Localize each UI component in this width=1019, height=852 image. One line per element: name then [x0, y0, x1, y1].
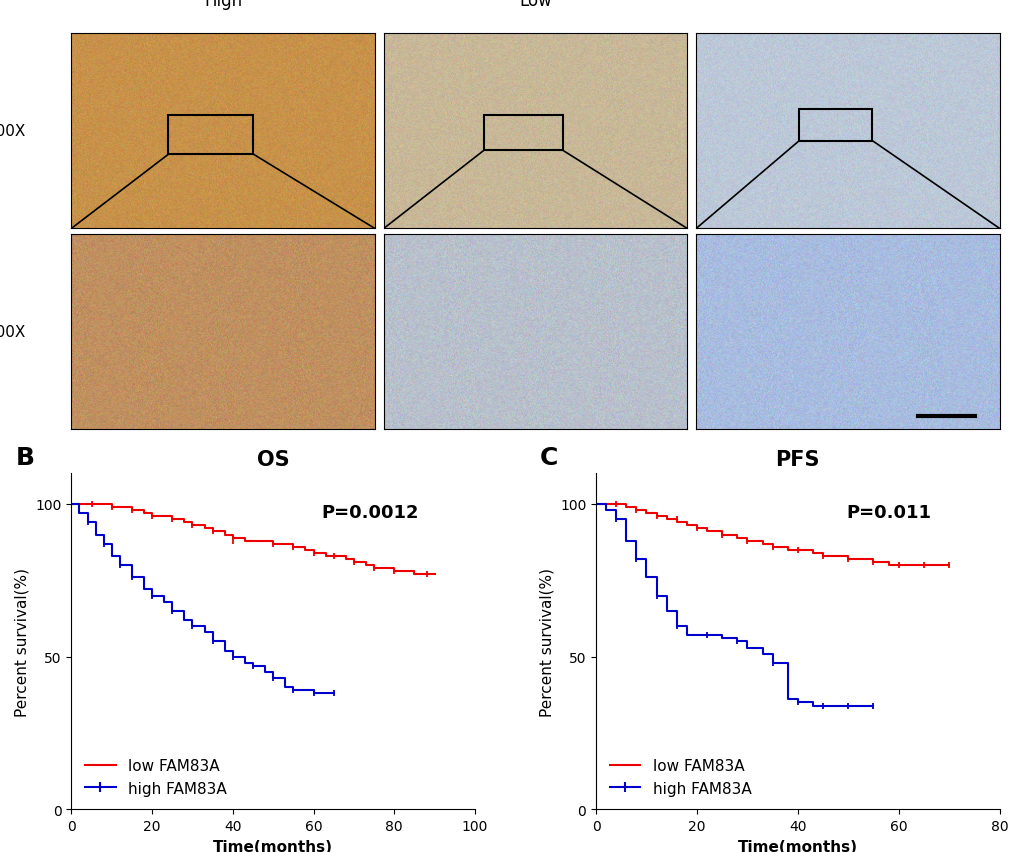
- Text: P=0.011: P=0.011: [846, 504, 930, 521]
- Y-axis label: Percent survival(%): Percent survival(%): [14, 567, 30, 716]
- Legend: low FAM83A, high FAM83A: low FAM83A, high FAM83A: [603, 752, 757, 802]
- Text: High: High: [204, 0, 242, 10]
- Text: B: B: [15, 446, 35, 469]
- X-axis label: Time(months): Time(months): [213, 838, 333, 852]
- X-axis label: Time(months): Time(months): [737, 838, 857, 852]
- Text: Low: Low: [519, 0, 551, 10]
- Text: 100X: 100X: [0, 124, 25, 139]
- Bar: [168, 116, 253, 155]
- Text: 400X: 400X: [0, 325, 25, 340]
- Title: PFS: PFS: [774, 450, 819, 469]
- Bar: [483, 116, 562, 151]
- Bar: [799, 110, 871, 141]
- Title: OS: OS: [257, 450, 289, 469]
- Y-axis label: Percent survival(%): Percent survival(%): [539, 567, 554, 716]
- Legend: low FAM83A, high FAM83A: low FAM83A, high FAM83A: [78, 752, 232, 802]
- Text: P=0.0012: P=0.0012: [321, 504, 419, 521]
- Text: C: C: [539, 446, 557, 469]
